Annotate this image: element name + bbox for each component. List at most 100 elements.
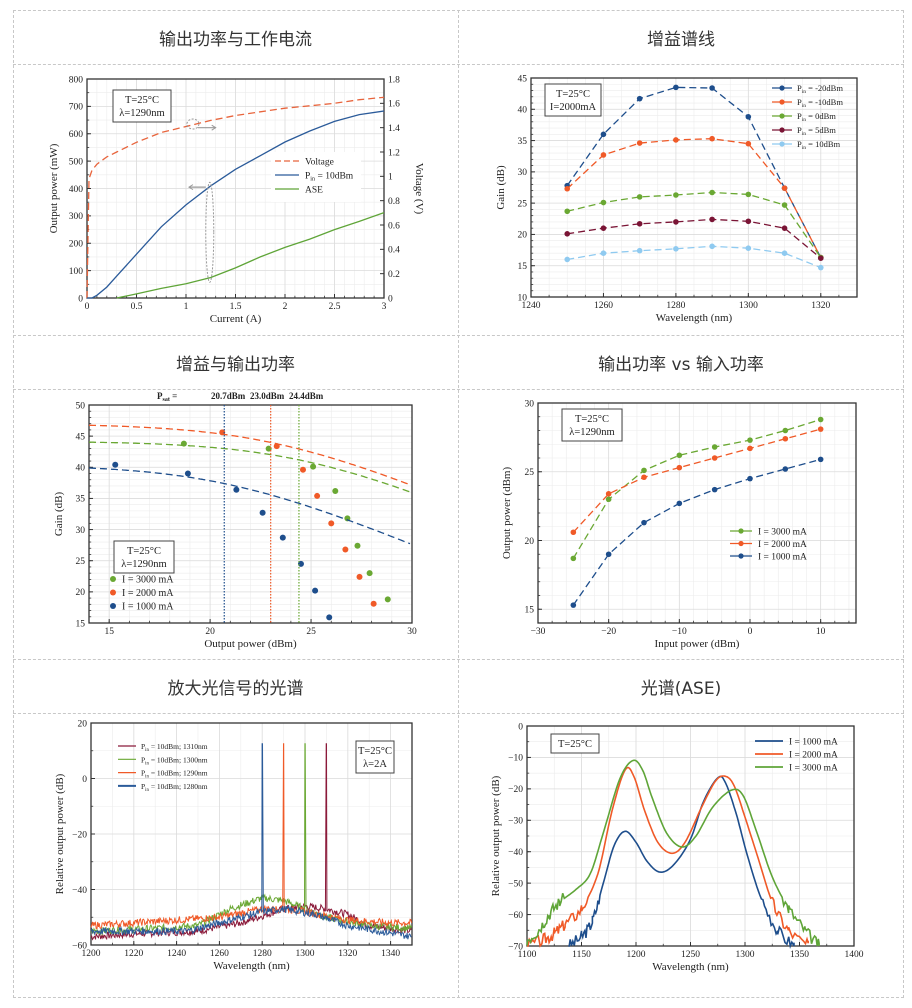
y-tick-label: −40 xyxy=(508,848,523,858)
annotation-text: T=25°C xyxy=(556,89,590,100)
panel-title-gain-spectrum: 增益谱线 xyxy=(647,29,715,50)
spectrum-trace xyxy=(526,759,820,947)
data-point xyxy=(817,416,824,423)
series-line xyxy=(572,418,821,559)
y-tick-label: −70 xyxy=(508,942,523,952)
x-tick-label: 1240 xyxy=(167,949,186,959)
data-point xyxy=(747,475,753,482)
data-point xyxy=(636,220,643,227)
data-point xyxy=(184,470,191,477)
data-point xyxy=(570,529,577,536)
y-tick-label: 45 xyxy=(76,432,86,442)
x-tick-label: 15 xyxy=(104,627,114,637)
y-tick-label: 35 xyxy=(76,495,86,505)
x-axis-label: Wavelength (nm) xyxy=(652,961,729,973)
data-point xyxy=(342,546,349,553)
y-tick-label: 30 xyxy=(525,399,535,409)
data-point xyxy=(745,218,752,225)
fit-curve xyxy=(89,441,411,493)
annotation-box xyxy=(112,89,172,123)
data-point xyxy=(600,131,607,138)
arrowhead xyxy=(211,124,217,131)
data-point xyxy=(600,199,607,206)
y-axis-label: Relative output power (dB) xyxy=(490,775,502,896)
x-tick-label: 0 xyxy=(85,302,90,312)
annotation-box xyxy=(544,83,602,117)
y-tick-label: 100 xyxy=(69,267,84,277)
y-tick-label: 50 xyxy=(76,401,86,411)
data-point xyxy=(564,231,571,237)
y-tick-label: 25 xyxy=(76,557,86,567)
series-line xyxy=(567,245,822,269)
psat-value: 23.0dBm xyxy=(250,391,285,401)
data-point xyxy=(600,225,607,231)
data-point xyxy=(817,264,824,271)
y-tick-label: 45 xyxy=(518,74,528,84)
x-tick-label: 1320 xyxy=(338,949,357,959)
legend-marker xyxy=(738,528,744,534)
y2-tick-label: 0.4 xyxy=(388,246,400,256)
y-tick-label: 15 xyxy=(518,262,528,272)
y-tick-label: 10 xyxy=(518,293,528,303)
annotation-text: T=25°C xyxy=(558,739,592,750)
data-point xyxy=(564,185,571,192)
spectrum-trace xyxy=(90,743,412,940)
y-tick-label: 30 xyxy=(76,526,86,536)
data-point xyxy=(709,189,715,196)
data-point xyxy=(356,573,363,580)
data-point xyxy=(745,245,752,251)
annotation-text: λ=1290nm xyxy=(121,559,166,570)
legend-label: Pin = 10dBm xyxy=(305,172,354,183)
annotation-box xyxy=(355,740,395,774)
data-point xyxy=(781,185,788,191)
data-point xyxy=(817,426,824,432)
data-point xyxy=(676,464,683,471)
y-tick-label: 20 xyxy=(76,588,86,598)
y2-tick-label: 1 xyxy=(388,173,393,183)
data-point xyxy=(781,202,788,208)
x-tick-label: 1 xyxy=(184,302,189,312)
data-point xyxy=(781,225,788,231)
x-tick-label: 1260 xyxy=(594,301,613,311)
x-tick-label: 30 xyxy=(407,627,417,637)
x-tick-label: 0.5 xyxy=(131,302,143,312)
x-axis-label: Wavelength (nm) xyxy=(656,312,733,324)
chart-ase-spectrum: 1100 1150 1200 1250 1300 1350 1400 −70 −60 −50 −40… xyxy=(490,722,864,973)
legend-label: I = 3000 mA xyxy=(758,528,807,538)
panel-title-power-current: 输出功率与工作电流 xyxy=(159,29,312,50)
data-point xyxy=(747,437,753,443)
data-point xyxy=(817,456,824,463)
annotation-text: T=25°C xyxy=(358,746,392,757)
legend-label: Pin = 5dBm xyxy=(797,125,836,137)
psat-value: 20.7dBm xyxy=(211,391,246,401)
legend-label: Pin = -20dBm xyxy=(797,83,843,95)
x-tick-label: −10 xyxy=(672,627,687,637)
data-point xyxy=(636,95,643,102)
y-tick-label: −60 xyxy=(72,941,87,951)
y-axis-label: Gain (dB) xyxy=(495,165,507,210)
x-tick-label: 1300 xyxy=(296,949,315,959)
column-divider xyxy=(458,10,459,998)
chart-power-vs-current: 0 0.5 1 1.5 2 2.5 30100200300400500600700800Cu… xyxy=(48,75,425,325)
panel-title-signal-spectrum: 放大光信号的光谱 xyxy=(167,678,304,699)
legend-label: I = 1000 mA xyxy=(122,602,174,613)
chart-gain-vs-output: 15 20 25 30 15 20 25 30 35 40 45 50 Output power (dB… xyxy=(53,391,417,650)
panel-title-ase-spectrum: 光谱(ASE) xyxy=(640,678,722,699)
axis-indicator-circle xyxy=(186,118,200,130)
y2-tick-label: 0 xyxy=(388,294,393,304)
row-divider xyxy=(13,659,904,660)
x-tick-label: 1150 xyxy=(572,950,591,960)
data-point xyxy=(605,551,612,558)
y-tick-label: 800 xyxy=(69,75,84,85)
y-axis-label: Output power (dBm) xyxy=(501,467,513,560)
x-tick-label: 10 xyxy=(816,627,826,637)
y2-tick-label: 0.2 xyxy=(388,270,400,280)
data-point xyxy=(570,555,577,562)
data-point xyxy=(354,542,361,549)
series-line xyxy=(86,96,385,299)
legend-label: ASE xyxy=(305,186,323,196)
chart-amplified-signal-spectrum: 1200 1220 1240 1260 1280 1300 1320 1340 −60 −40 −2… xyxy=(54,719,413,972)
y-tick-label: −40 xyxy=(72,886,87,896)
data-point xyxy=(112,461,119,468)
